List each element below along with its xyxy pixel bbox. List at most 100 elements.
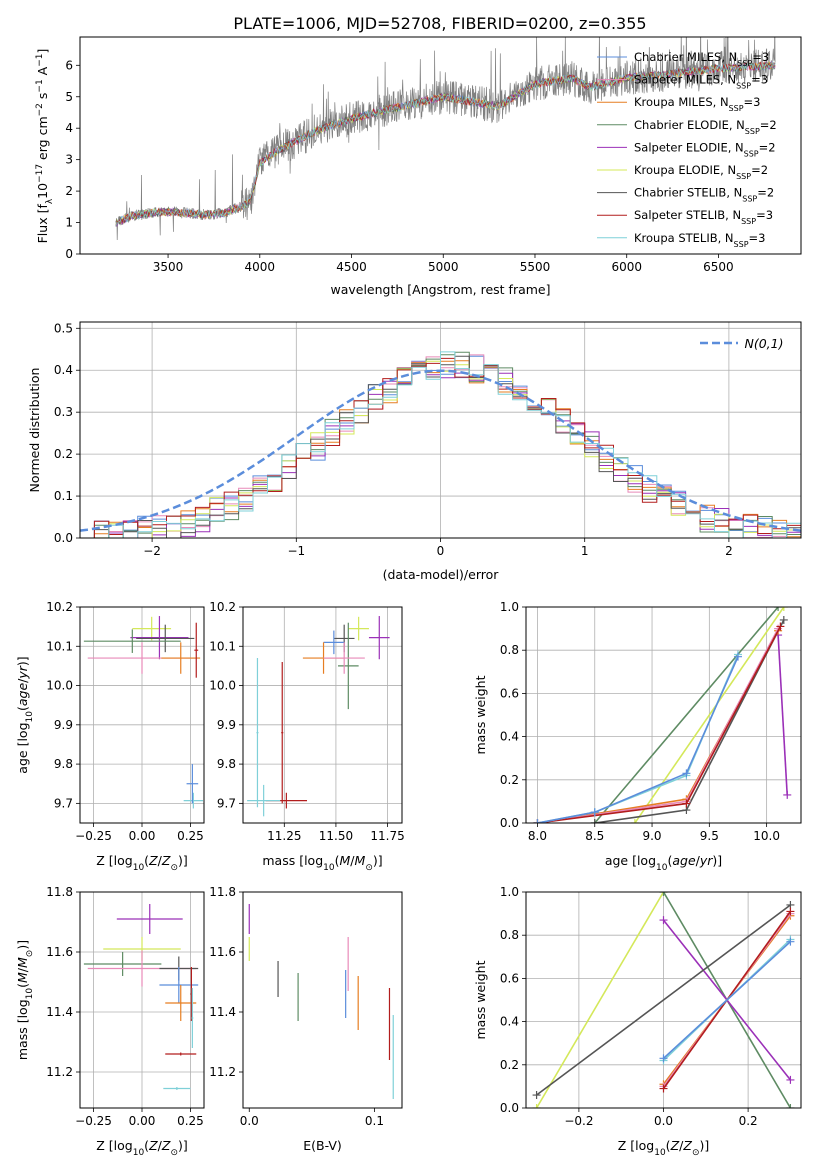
y-tick-label: 0.0	[500, 816, 519, 830]
label-part: age	[672, 853, 696, 868]
plus-marker	[630, 819, 639, 823]
y-tick-label: 9.9	[54, 718, 73, 732]
axes-frame	[79, 321, 802, 539]
axes-frame	[79, 36, 802, 255]
y-tick-label: 11.6	[46, 945, 73, 959]
label-part: 10	[133, 1148, 145, 1158]
x-tick-label: 0.0	[654, 1114, 673, 1128]
y-tick-label: 10.1	[209, 639, 236, 653]
axes-frame	[79, 606, 205, 824]
x-tick-label: 0.1	[365, 1114, 384, 1128]
y-tick-label: 9.8	[217, 757, 236, 771]
x-axis-label: (data-model)/error	[383, 567, 500, 582]
y-tick-label: 9.7	[54, 796, 73, 810]
plus-marker	[590, 808, 599, 817]
plus-marker	[533, 819, 542, 823]
x-tick-label: 8.5	[585, 829, 604, 843]
legend-sub: SSP	[737, 59, 752, 68]
label-part: )]	[178, 853, 188, 868]
label-part: /	[158, 853, 163, 868]
label-part: )]	[15, 656, 30, 666]
legend-entry: Chabrier ELODIE, NSSP=2	[634, 118, 777, 136]
label-part: /	[679, 1138, 684, 1153]
y-tick-label: 11.2	[46, 1065, 73, 1079]
x-axis-label: wavelength [Angstrom, rest frame]	[330, 282, 550, 297]
x-tick-label: 0.00	[129, 829, 156, 843]
plus-marker	[774, 607, 783, 611]
legend-model: Salpeter MILES, N	[634, 73, 736, 87]
label-part: (	[335, 853, 340, 868]
y-tick-label: 10.0	[46, 679, 73, 693]
label-part: −17	[35, 164, 45, 183]
label-part: Z [log	[618, 1138, 654, 1153]
legend-model: Chabrier MILES, N	[634, 50, 737, 64]
y-tick-label: 0.8	[500, 928, 519, 942]
normal-curve	[80, 369, 801, 532]
y-tick-label: 0.8	[500, 643, 519, 657]
weight-line	[536, 904, 791, 1096]
plus-marker	[783, 790, 792, 799]
legend-entry: Chabrier STELIB, NSSP=2	[634, 186, 774, 204]
legend-value: =3	[751, 73, 768, 87]
panel-z-weight: −0.2 0.0 0.20.00.20.40.60.81.0Z [log10(Z/Z…	[473, 885, 802, 1158]
plus-marker	[786, 907, 795, 916]
x-tick-label: 5000	[428, 260, 459, 274]
plus-marker	[786, 937, 795, 946]
legend-model: Chabrier ELODIE, N	[634, 118, 745, 132]
label-part: 10	[656, 863, 668, 873]
label-part: /	[350, 853, 355, 868]
label-part: age	[15, 683, 30, 707]
plus-marker	[779, 615, 788, 624]
weight-line	[537, 656, 739, 823]
label-part: (	[15, 706, 30, 711]
label-part: Z	[148, 1138, 158, 1153]
label-part: (	[667, 853, 672, 868]
plot-area	[80, 351, 801, 538]
y-tick-label: 11.8	[46, 885, 73, 899]
x-tick-label: 9.5	[700, 829, 719, 843]
x-tick-label: 0.00	[129, 1114, 156, 1128]
y-tick-label: 9.9	[217, 718, 236, 732]
legend-value: =3	[756, 208, 773, 222]
x-tick-label: 3500	[153, 260, 184, 274]
y-tick-label: 3	[65, 153, 73, 167]
x-tick-label: −0.25	[75, 1114, 112, 1128]
label-part: (	[144, 1138, 149, 1153]
legend-sub: SSP	[742, 194, 757, 203]
axes-frame	[242, 606, 403, 824]
x-axis-label: Z [log10(Z/Z⊙)]	[96, 1138, 188, 1158]
label-part: M	[15, 972, 30, 983]
label-part: )]	[15, 940, 30, 950]
legend-sub: SSP	[736, 172, 751, 181]
figure-title: PLATE=1006, MJD=52708, FIBERID=0200, z=0…	[233, 14, 646, 33]
label-part: yr	[15, 665, 30, 679]
x-axis-label: Z [log10(Z/Z⊙)]	[96, 853, 188, 873]
plus-marker	[590, 819, 599, 823]
label-part: /	[696, 853, 701, 868]
y-tick-label: 10.1	[46, 639, 73, 653]
x-tick-label: 4000	[245, 260, 276, 274]
y-tick-label: 0	[65, 247, 73, 261]
x-tick-label: 8.0	[528, 829, 547, 843]
x-tick-label: 0.25	[177, 829, 204, 843]
x-tick-label: −1	[287, 544, 305, 558]
plus-marker	[659, 1054, 668, 1063]
x-tick-label: 11.75	[370, 829, 404, 843]
y-tick-label: 9.8	[54, 757, 73, 771]
label-part: −1	[35, 79, 45, 92]
legend-entry: Kroupa MILES, NSSP=3	[634, 95, 760, 113]
y-tick-label: 5	[65, 90, 73, 104]
label-part: A	[35, 66, 50, 79]
y-tick-label: 0.5	[54, 321, 73, 335]
label-part: mass [log	[262, 853, 323, 868]
plus-marker	[786, 1075, 795, 1084]
panel-age-weight: 8.0 8.5 9.0 9.5 10.0 0.0 0.2 0.4 0.6 0.8 1.0 age [l…	[473, 600, 802, 873]
legend-entry: Salpeter MILES, NSSP=3	[634, 73, 768, 91]
y-tick-label: 11.2	[209, 1065, 236, 1079]
y-tick-label: 10.2	[209, 600, 236, 614]
legend-entry: Salpeter ELODIE, NSSP=2	[634, 140, 776, 158]
plus-marker	[659, 892, 668, 896]
legend-entry: Salpeter STELIB, NSSP=3	[634, 208, 773, 226]
